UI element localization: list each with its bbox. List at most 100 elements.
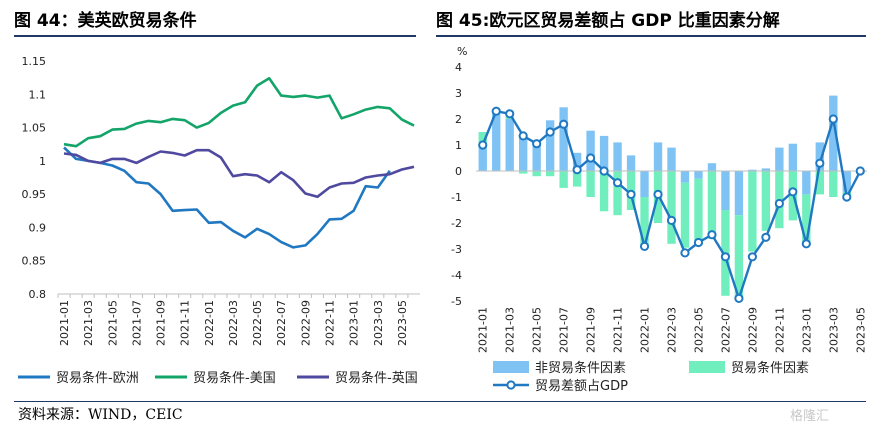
right-bar-non-terms <box>775 147 784 171</box>
right-unit-label: % <box>457 45 467 58</box>
right-line-marker <box>572 165 582 175</box>
right-bar-terms <box>572 171 582 187</box>
right-bar-terms <box>694 178 703 246</box>
right-line-marker <box>828 114 838 124</box>
right-y-tick-label: -5 <box>451 295 462 308</box>
right-bar-non-terms <box>734 171 744 216</box>
right-bar-non-terms <box>586 130 595 171</box>
right-bar-terms <box>667 171 676 244</box>
right-y-tick-label: -1 <box>451 191 462 204</box>
right-bar-non-terms <box>815 142 824 171</box>
watermark: 格隆汇 <box>790 409 830 424</box>
right-line-marker <box>559 119 569 129</box>
left-series-line-1 <box>63 146 391 249</box>
right-y-tick-label: 2 <box>455 113 462 126</box>
right-line-marker <box>720 252 731 262</box>
right-bar-terms <box>519 171 528 174</box>
left-legend-label: 贸易条件-英国 <box>335 370 418 386</box>
right-bar-terms <box>748 171 757 252</box>
right-x-tick-label: 2021-11 <box>612 307 625 353</box>
right-bar-non-terms <box>829 95 838 171</box>
right-line-marker <box>653 189 663 199</box>
right-line-marker <box>599 166 609 176</box>
right-legend-label: 贸易条件因素 <box>731 360 809 376</box>
right-line-marker <box>478 140 488 150</box>
right-y-tick-label: 3 <box>455 87 462 100</box>
right-bar-non-terms <box>761 168 771 171</box>
left-y-tick-label: 1.15 <box>22 55 47 68</box>
right-line-marker <box>612 178 623 188</box>
right-bar-terms <box>545 171 555 177</box>
right-x-tick-label: 2021-05 <box>531 307 544 353</box>
right-bar-terms <box>613 171 622 216</box>
right-line-marker <box>774 198 784 209</box>
left-series-line-2 <box>63 77 415 148</box>
right-bar-non-terms <box>721 171 730 210</box>
left-x-tick-label: 2021-03 <box>82 300 95 346</box>
right-x-tick-label: 2022-03 <box>666 307 679 353</box>
left-y-tick-label: 0.85 <box>22 255 47 268</box>
left-y-tick-label: 1 <box>39 155 46 168</box>
right-bar-terms <box>478 132 487 148</box>
right-bar-non-terms <box>802 171 811 195</box>
left-legend-label: 贸易条件-美国 <box>193 370 276 386</box>
right-legend-label: 贸易差额占GDP <box>535 379 628 394</box>
left-x-tick-label: 2023-03 <box>372 300 385 346</box>
right-line-marker <box>842 192 852 202</box>
right-bar-terms <box>586 171 595 197</box>
right-bar-non-terms <box>478 147 487 171</box>
right-line-marker <box>586 153 596 163</box>
right-bar-non-terms <box>599 135 609 171</box>
right-bar-terms <box>761 171 771 231</box>
right-bar-non-terms <box>492 113 501 171</box>
right-bar-non-terms <box>519 134 528 171</box>
right-legend-swatch-non-terms <box>493 361 529 373</box>
right-bar-non-terms <box>532 145 541 171</box>
right-bar-non-terms <box>748 169 757 171</box>
right-bar-non-terms <box>788 143 798 171</box>
right-bar-non-terms <box>572 152 582 171</box>
right-line-marker <box>855 166 865 176</box>
right-legend-swatch-marker <box>506 380 516 390</box>
left-y-tick-label: 0.95 <box>22 188 47 201</box>
left-chart-title: 图 44：美英欧贸易条件 <box>14 11 197 31</box>
right-title-rule <box>436 35 866 37</box>
right-line-marker <box>707 230 717 240</box>
right-bar-non-terms <box>640 171 649 197</box>
left-title-rule <box>14 35 416 37</box>
right-line-marker <box>801 239 811 249</box>
right-legend-label: 非贸易条件因素 <box>535 360 626 376</box>
right-bar-terms <box>680 182 690 248</box>
left-x-tick-label: 2021-11 <box>179 300 192 346</box>
right-bar-non-terms <box>707 163 717 171</box>
right-x-tick-label: 2023-05 <box>854 307 867 353</box>
right-y-tick-label: -3 <box>451 243 462 256</box>
left-x-tick-label: 2022-07 <box>275 300 288 346</box>
right-bar-terms <box>802 194 811 243</box>
right-x-tick-label: 2022-05 <box>692 307 705 353</box>
left-x-tick-label: 2021-07 <box>130 300 143 346</box>
right-y-tick-label: 4 <box>455 61 462 74</box>
right-x-tick-label: 2023-03 <box>827 307 840 353</box>
right-x-tick-label: 2021-07 <box>558 307 571 353</box>
right-bar-non-terms <box>842 171 851 192</box>
left-x-tick-label: 2022-01 <box>203 300 216 346</box>
right-x-tick-label: 2023-01 <box>800 307 813 353</box>
right-bar-non-terms <box>545 120 555 171</box>
bottom-rule <box>14 401 866 402</box>
right-bar-terms <box>707 171 717 239</box>
right-line-marker <box>626 189 636 199</box>
left-x-tick-label: 2021-05 <box>106 300 119 346</box>
left-x-tick-label: 2022-11 <box>324 300 337 346</box>
left-x-tick-label: 2021-09 <box>155 300 168 346</box>
right-x-tick-label: 2021-09 <box>585 307 598 353</box>
left-y-tick-label: 1.1 <box>29 88 47 101</box>
right-bar-non-terms <box>613 142 622 171</box>
right-bar-terms <box>559 171 568 188</box>
right-line-marker <box>734 293 744 303</box>
right-y-tick-label: -4 <box>451 269 462 282</box>
right-line-marker <box>639 241 650 251</box>
right-legend-swatch-terms <box>689 361 725 373</box>
right-x-tick-label: 2022-11 <box>773 307 786 353</box>
